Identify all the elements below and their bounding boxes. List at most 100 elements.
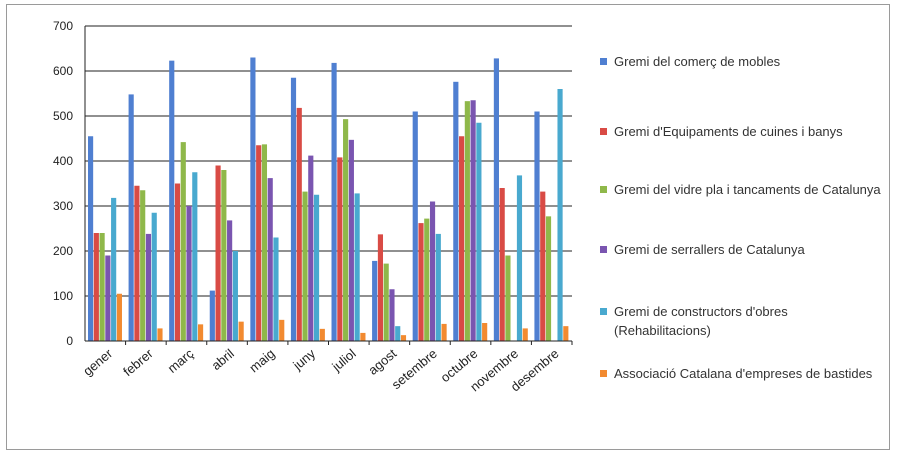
bar-setembre-series-4 (429, 201, 436, 341)
y-tick-label-400: 400 (53, 154, 73, 168)
bar-juny-series-3 (302, 191, 308, 341)
legend-item-6: Associació Catalana d'empreses de bastid… (600, 364, 884, 383)
bar-agost-series-1 (372, 260, 378, 341)
bar-febrer-series-4 (145, 233, 152, 341)
bar-desembre-series-2 (540, 191, 546, 341)
x-tick-label-març: març (165, 345, 197, 375)
legend-item-4: Gremi de serrallers de Catalunya (600, 240, 884, 259)
bar-abril-series-1 (209, 290, 215, 341)
legend-item-3: Gremi del vidre pla i tancaments de Cata… (600, 180, 884, 199)
bar-gener-series-3 (99, 233, 105, 341)
bar-juliol-series-3 (343, 119, 349, 342)
bar-juliol-series-6 (360, 332, 366, 341)
bar-maig-series-2 (256, 145, 262, 341)
bar-octubre-series-3 (464, 101, 470, 342)
bar-febrer-series-6 (157, 328, 163, 341)
y-tick-label-700: 700 (53, 19, 73, 33)
bar-octubre-series-6 (482, 323, 488, 341)
x-tick-label-setembre: setembre (389, 346, 440, 392)
bar-agost-series-3 (383, 263, 389, 341)
legend-label-3: Gremi del vidre pla i tancaments de Cata… (614, 182, 881, 197)
bar-setembre-series-5 (435, 233, 441, 341)
x-tick-label-febrer: febrer (120, 345, 156, 379)
y-tick-label-600: 600 (53, 64, 73, 78)
bars (88, 57, 569, 342)
bar-juliol-series-2 (337, 157, 343, 341)
bar-maig-series-4 (267, 178, 273, 341)
bar-gener-series-6 (116, 293, 122, 341)
bar-desembre-series-5 (557, 89, 563, 341)
y-tick-label-200: 200 (53, 244, 73, 258)
bar-juny-series-2 (296, 107, 302, 342)
x-tick-label-abril: abril (209, 346, 238, 373)
bar-octubre-series-1 (453, 81, 459, 342)
bar-juliol-series-1 (331, 62, 337, 342)
legend-label-6: Associació Catalana d'empreses de bastid… (614, 366, 873, 381)
bar-agost-series-2 (377, 234, 384, 341)
bar-setembre-series-1 (412, 111, 418, 341)
legend-item-1: Gremi del comerç de mobles (600, 52, 884, 71)
bar-febrer-series-1 (128, 94, 134, 342)
bar-febrer-series-2 (134, 185, 140, 341)
legend-swatch-6 (600, 370, 607, 377)
bar-gener-series-2 (93, 233, 99, 341)
bar-novembre-series-5 (516, 175, 523, 341)
bar-gener-series-4 (105, 255, 111, 341)
x-tick-label-gener: gener (80, 345, 116, 378)
bar-octubre-series-4 (470, 100, 476, 341)
bar-abril-series-2 (215, 165, 221, 341)
x-tick-label-juliol: juliol (328, 346, 358, 375)
bar-juny-series-4 (308, 155, 314, 341)
legend-swatch-2 (600, 128, 607, 135)
bar-maig-series-1 (250, 57, 256, 341)
bar-maig-series-6 (279, 319, 285, 341)
bar-octubre-series-5 (476, 122, 482, 341)
y-tick-label-500: 500 (53, 109, 73, 123)
y-tick-label-300: 300 (53, 199, 73, 213)
bar-juliol-series-4 (348, 139, 354, 341)
bar-maig-series-3 (261, 144, 268, 341)
bar-març-series-2 (174, 183, 181, 341)
bar-novembre-series-6 (522, 328, 528, 341)
legend-item-2: Gremi d'Equipaments de cuines i banys (600, 122, 884, 141)
bar-novembre-series-2 (499, 188, 505, 341)
bar-gener-series-1 (88, 136, 94, 341)
bar-abril-series-5 (232, 251, 238, 341)
x-tick-label-agost: agost (365, 346, 399, 378)
bar-març-series-1 (169, 60, 175, 342)
y-axis: 0 100 200 300 400 500 600 700 (53, 19, 86, 348)
legend-swatch-4 (600, 246, 607, 253)
bar-juliol-series-5 (354, 193, 360, 341)
bar-agost-series-6 (400, 335, 407, 341)
bar-febrer-series-3 (140, 190, 146, 341)
legend-label-2: Gremi d'Equipaments de cuines i banys (614, 124, 843, 139)
bar-abril-series-4 (227, 220, 233, 341)
bar-novembre-series-3 (505, 255, 511, 341)
bar-abril-series-6 (238, 321, 244, 341)
bar-desembre-series-3 (545, 216, 552, 341)
bar-abril-series-3 (221, 170, 227, 341)
bar-agost-series-5 (395, 326, 401, 341)
bar-març-series-6 (197, 324, 204, 341)
bar-octubre-series-2 (459, 136, 465, 341)
bar-setembre-series-3 (424, 218, 430, 341)
bar-febrer-series-5 (151, 212, 157, 341)
y-tick-label-0: 0 (66, 334, 73, 348)
legend-label-1: Gremi del comerç de mobles (614, 54, 781, 69)
bar-setembre-series-2 (418, 223, 424, 341)
legend-swatch-5 (600, 308, 607, 315)
bar-setembre-series-6 (441, 323, 447, 341)
bar-juny-series-5 (313, 194, 320, 341)
legend-label-5: Gremi de constructors d'obres (Rehabilit… (614, 304, 788, 338)
legend-label-4: Gremi de serrallers de Catalunya (614, 242, 805, 257)
legend-swatch-1 (600, 58, 607, 65)
bar-març-series-4 (186, 206, 192, 341)
bar-novembre-series-1 (493, 58, 499, 342)
y-tick-label-100: 100 (53, 289, 73, 303)
bar-agost-series-4 (389, 289, 395, 341)
bar-desembre-series-6 (563, 326, 569, 341)
bar-març-series-5 (192, 172, 198, 341)
bar-maig-series-5 (273, 237, 279, 341)
x-tick-label-juny: juny (289, 345, 318, 373)
legend-item-5: Gremi de constructors d'obres (Rehabilit… (600, 302, 884, 340)
